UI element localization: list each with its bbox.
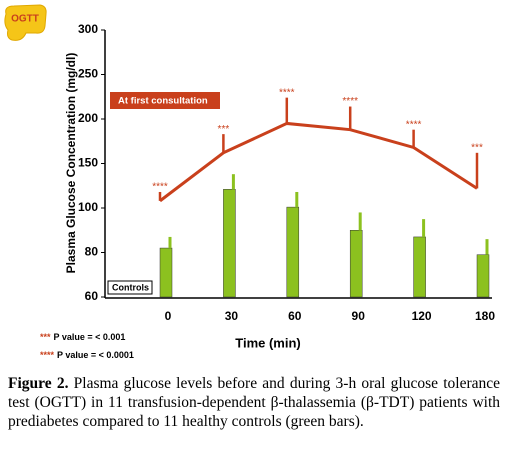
y-tick-label: 60 <box>85 289 99 303</box>
bar <box>223 189 236 298</box>
y-tick-label: 300 <box>78 22 98 36</box>
x-tick-label: 180 <box>475 309 495 323</box>
bar <box>159 247 173 298</box>
x-axis-title: Time (min) <box>235 335 301 350</box>
line <box>159 121 478 203</box>
chart: OGTT Plasma Glucose Concentration (mg/dl… <box>4 4 495 360</box>
legend-label: Controls <box>112 282 149 292</box>
significance-label: *** <box>471 142 483 153</box>
footnote-text: P value = < 0.001 <box>54 332 126 342</box>
caption-text: Plasma glucose levels before and during … <box>8 375 501 430</box>
x-tick-label: 0 <box>165 309 172 323</box>
bar <box>349 230 363 298</box>
footnote: *** P value = < 0.001 <box>40 332 125 342</box>
legend-box <box>107 280 153 295</box>
y-tick-label: 150 <box>78 156 98 170</box>
significance-label: **** <box>406 119 422 130</box>
significance-label: *** <box>218 124 230 135</box>
y-tick-label: 250 <box>78 67 98 81</box>
bar <box>476 254 490 298</box>
legend-label: At first consultation <box>118 96 208 107</box>
bar <box>286 206 300 298</box>
caption: Figure 2. Plasma glucose levels before a… <box>8 374 500 431</box>
bar <box>413 236 426 298</box>
footnote-stars: **** <box>40 350 55 360</box>
significance-label: **** <box>342 96 358 107</box>
footnote: **** P value = < 0.0001 <box>40 350 134 360</box>
badge-shape <box>4 4 47 41</box>
y-axis-title: Plasma Glucose Concentration (mg/dl) <box>64 53 78 274</box>
x-tick-label: 120 <box>412 309 432 323</box>
footnote-text: P value = < 0.0001 <box>57 350 134 360</box>
legend-box <box>110 92 220 109</box>
x-tick-label: 90 <box>352 309 366 323</box>
footnote-stars: *** <box>40 332 51 342</box>
y-tick-label: 200 <box>78 111 98 125</box>
x-tick-label: 30 <box>225 309 239 323</box>
x-tick-label: 60 <box>288 309 302 323</box>
significance-label: **** <box>279 87 295 98</box>
y-tick-label: 100 <box>78 200 98 214</box>
significance-label: **** <box>152 182 168 193</box>
caption-label: Figure 2. <box>8 375 69 392</box>
y-tick-label: 80 <box>85 245 99 259</box>
badge-text: OGTT <box>11 14 39 25</box>
